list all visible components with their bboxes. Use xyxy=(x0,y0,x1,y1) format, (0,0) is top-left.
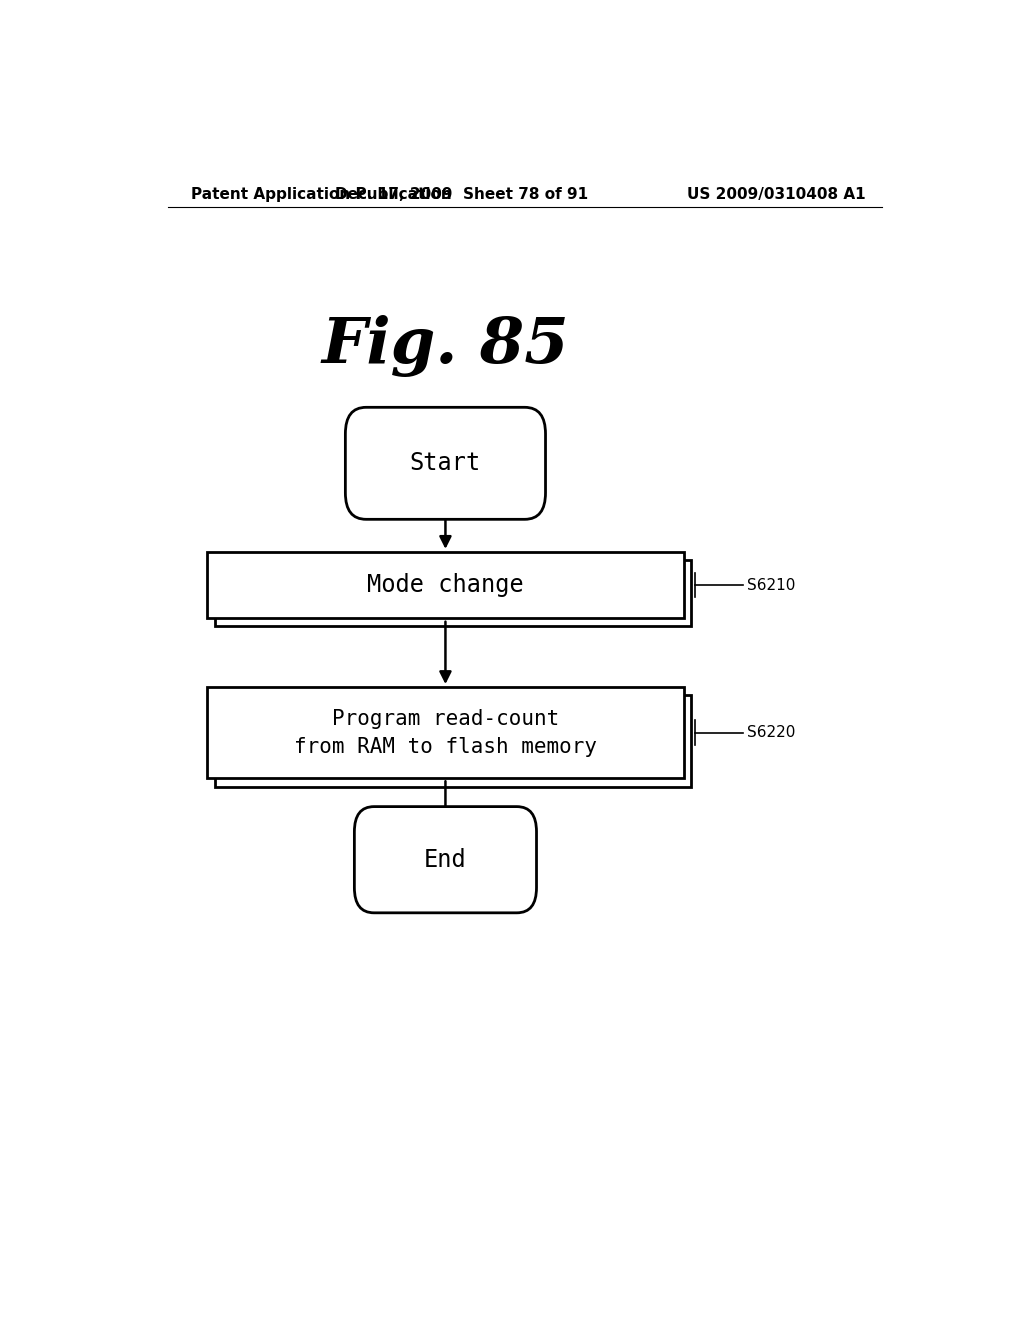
FancyBboxPatch shape xyxy=(354,807,537,913)
Text: US 2009/0310408 A1: US 2009/0310408 A1 xyxy=(687,187,866,202)
Bar xyxy=(207,552,684,618)
Text: S6210: S6210 xyxy=(746,578,796,593)
Text: Patent Application Publication: Patent Application Publication xyxy=(191,187,453,202)
Text: Fig. 85: Fig. 85 xyxy=(322,315,569,378)
Text: Program read-count
from RAM to flash memory: Program read-count from RAM to flash mem… xyxy=(294,709,597,756)
Text: End: End xyxy=(424,847,467,871)
Text: Mode change: Mode change xyxy=(367,573,524,597)
Bar xyxy=(215,561,691,627)
Text: Dec. 17, 2009  Sheet 78 of 91: Dec. 17, 2009 Sheet 78 of 91 xyxy=(335,187,588,202)
Bar xyxy=(215,696,691,787)
Text: Start: Start xyxy=(410,451,481,475)
FancyBboxPatch shape xyxy=(345,408,546,519)
Text: S6220: S6220 xyxy=(746,725,796,741)
Bar xyxy=(207,686,684,779)
